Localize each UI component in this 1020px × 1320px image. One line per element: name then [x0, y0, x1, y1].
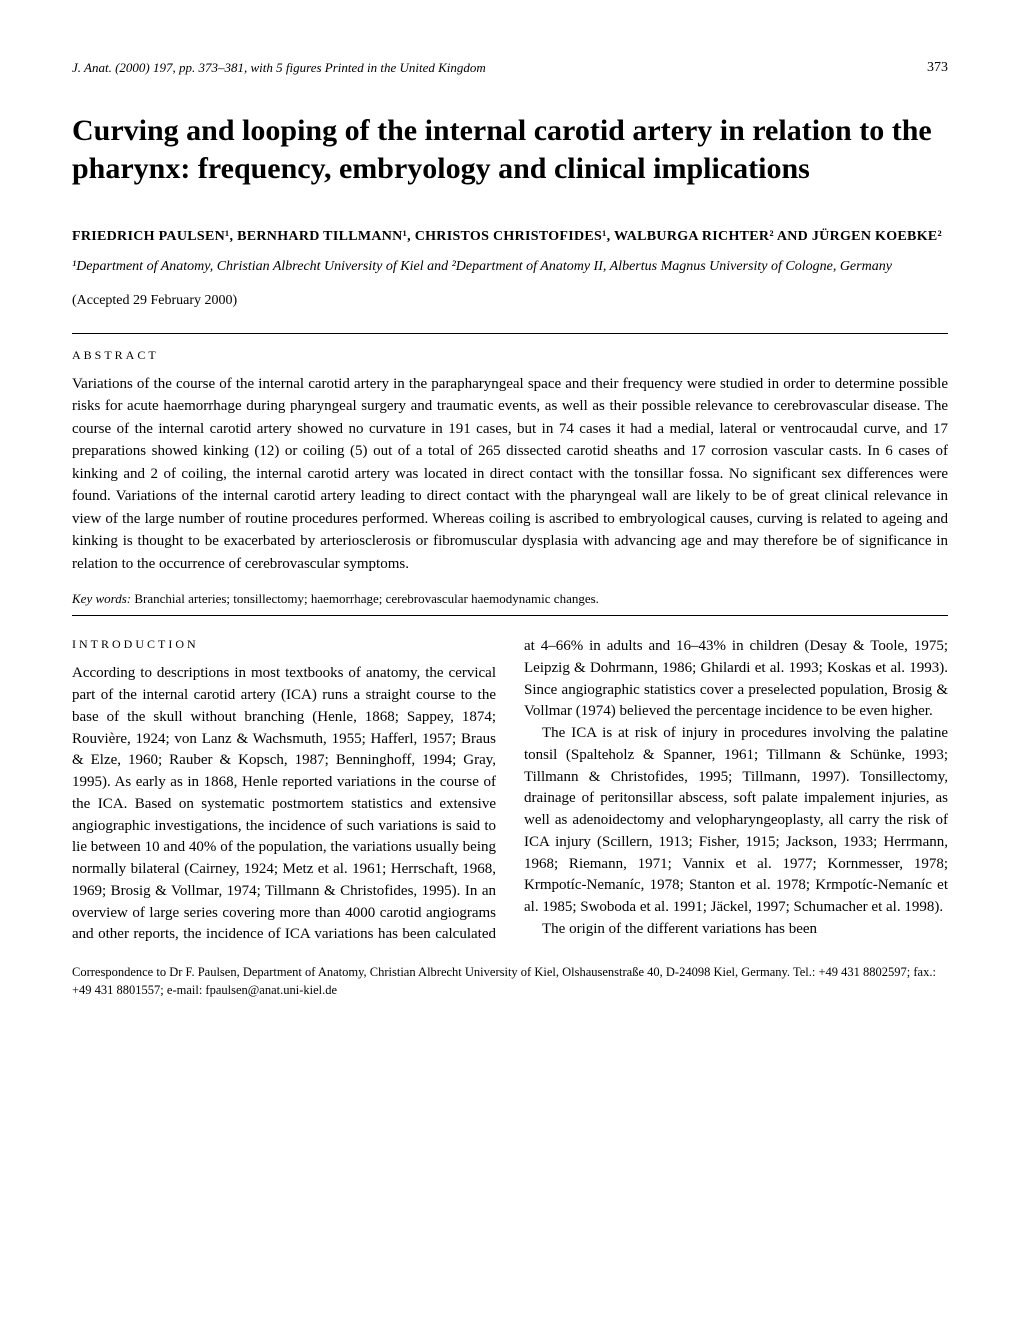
keywords-line: Key words: Branchial arteries; tonsillec…	[72, 591, 948, 607]
divider-top	[72, 333, 948, 334]
introduction-p2: The ICA is at risk of injury in procedur…	[524, 723, 948, 919]
article-title: Curving and looping of the internal caro…	[72, 112, 948, 187]
introduction-label: INTRODUCTION	[72, 636, 496, 653]
journal-line: J. Anat. (2000) 197, pp. 373–381, with 5…	[72, 60, 486, 76]
running-header: J. Anat. (2000) 197, pp. 373–381, with 5…	[72, 60, 948, 76]
introduction-p3: The origin of the different variations h…	[524, 919, 948, 941]
abstract-label: ABSTRACT	[72, 348, 948, 363]
keywords-label: Key words:	[72, 591, 131, 606]
authors: FRIEDRICH PAULSEN¹, BERNHARD TILLMANN¹, …	[72, 229, 948, 245]
body-columns: INTRODUCTION According to descriptions i…	[72, 636, 948, 946]
accepted-date: (Accepted 29 February 2000)	[72, 293, 948, 309]
correspondence: Correspondence to Dr F. Paulsen, Departm…	[72, 964, 948, 999]
divider-bottom	[72, 615, 948, 616]
keywords-text: Branchial arteries; tonsillectomy; haemo…	[134, 591, 599, 606]
abstract-body: Variations of the course of the internal…	[72, 373, 948, 576]
page-number: 373	[927, 60, 948, 76]
affiliation: ¹Department of Anatomy, Christian Albrec…	[72, 257, 948, 277]
